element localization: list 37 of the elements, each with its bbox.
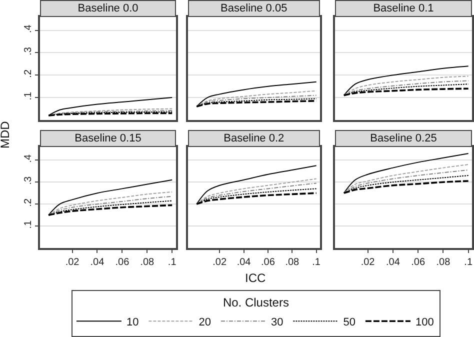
x-tick-label: .06 (411, 256, 426, 268)
x-tick-label: .06 (261, 256, 276, 268)
y-axis-title: MDD (0, 120, 12, 149)
x-tick-label: .08 (140, 256, 155, 268)
legend-label: 10 (126, 316, 139, 328)
legend-label: 50 (343, 316, 356, 328)
x-tick-label: .04 (236, 256, 252, 268)
x-tick-label: .08 (436, 256, 451, 268)
y-tick-label: .3 (23, 46, 34, 56)
chart-title: Baseline 0.05 (220, 2, 288, 14)
x-tick-label: .02 (65, 256, 80, 268)
legend-label: 100 (415, 316, 434, 328)
x-axis-title: ICC (245, 271, 266, 285)
y-tick-label: .2 (23, 69, 34, 78)
x-tick-label: .1 (168, 256, 177, 268)
y-tick-label: .3 (23, 176, 34, 185)
y-tick-label: .1 (23, 91, 34, 100)
legend-label: 30 (270, 316, 284, 328)
chart-title: Baseline 0.2 (224, 132, 284, 144)
y-tick-label: .1 (23, 220, 34, 229)
x-tick-label: .02 (360, 256, 376, 268)
legend-label: 20 (198, 316, 211, 328)
x-tick-label: .1 (464, 256, 473, 268)
x-tick-label: .04 (90, 256, 105, 268)
x-tick-label: .04 (386, 256, 400, 268)
x-tick-label: .08 (285, 256, 300, 268)
x-tick-label: .1 (312, 256, 321, 268)
x-tick-label: .02 (212, 256, 227, 268)
x-tick-label: .06 (115, 256, 130, 268)
y-tick-label: .2 (23, 198, 34, 207)
chart-title: Baseline 0.15 (74, 132, 142, 144)
chart-title: Baseline 0.0 (78, 2, 138, 14)
y-tick-label: .4 (23, 154, 34, 163)
chart-title: Baseline 0.1 (373, 2, 434, 14)
chart-title: Baseline 0.25 (370, 132, 437, 144)
y-tick-label: .4 (23, 24, 34, 33)
legend-title: No. Clusters (222, 296, 289, 310)
